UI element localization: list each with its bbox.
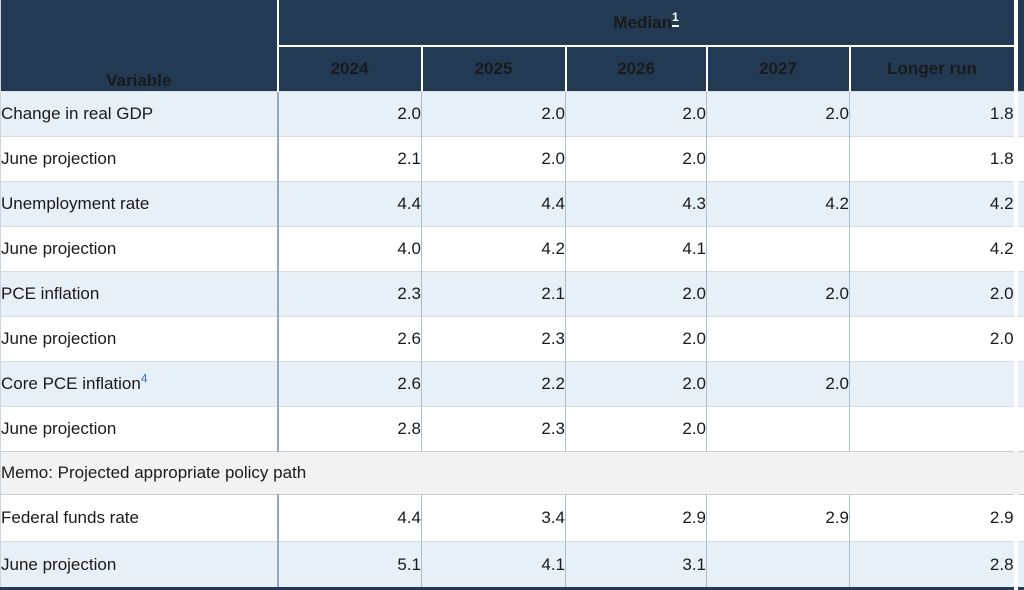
row-label: Federal funds rate bbox=[0, 494, 278, 542]
row-label: June projection bbox=[0, 316, 278, 362]
cell-value: 4.2 bbox=[421, 226, 566, 272]
cell-value: 2.0 bbox=[276, 91, 422, 137]
cell-value: 1.8 bbox=[848, 91, 1016, 137]
cell-value: 4.2 bbox=[848, 181, 1016, 227]
next-section-edge bbox=[1013, 91, 1024, 137]
cell-value: 4.2 bbox=[706, 181, 850, 227]
cell-value: 2.0 bbox=[421, 91, 566, 137]
next-section-edge bbox=[1013, 494, 1024, 542]
table-row: Core PCE inflation4 2.6 2.2 2.0 2.0 bbox=[0, 361, 1024, 407]
row-label: PCE inflation bbox=[0, 271, 278, 317]
cell-value: 4.4 bbox=[421, 181, 566, 227]
table-row: Unemployment rate 4.4 4.4 4.3 4.2 4.2 bbox=[0, 181, 1024, 227]
cell-value: 2.9 bbox=[565, 494, 707, 542]
cell-value: 2.0 bbox=[565, 361, 707, 407]
cell-value: 2.9 bbox=[848, 494, 1016, 542]
cell-value: 2.6 bbox=[276, 361, 422, 407]
cell-value: 2.0 bbox=[706, 361, 850, 407]
cell-value: 3.1 bbox=[565, 541, 707, 589]
cell-value: 4.2 bbox=[848, 226, 1016, 272]
median-label: Median bbox=[613, 12, 672, 32]
variable-column-header: Variable bbox=[0, 0, 279, 92]
cell-value: 2.9 bbox=[706, 494, 850, 542]
cell-value: 2.1 bbox=[276, 136, 422, 182]
row-label: Change in real GDP bbox=[0, 91, 278, 137]
footnote-4-link[interactable]: 4 bbox=[140, 371, 148, 386]
cell-value bbox=[706, 136, 850, 182]
median-group-header: Median1 bbox=[277, 0, 1016, 47]
cell-value: 2.0 bbox=[706, 271, 850, 317]
table-row: June projection 4.0 4.2 4.1 4.2 bbox=[0, 226, 1024, 272]
row-label: June projection bbox=[0, 406, 278, 452]
cell-value: 2.0 bbox=[565, 271, 707, 317]
cell-value: 4.4 bbox=[276, 181, 422, 227]
group-header-row: Variable Median1 bbox=[0, 0, 1024, 92]
cell-value: 4.1 bbox=[565, 226, 707, 272]
cell-value: 2.0 bbox=[565, 91, 707, 137]
cell-value bbox=[706, 316, 850, 362]
column-header-2026: 2026 bbox=[564, 46, 707, 92]
table-row: June projection 2.6 2.3 2.0 2.0 bbox=[0, 316, 1024, 362]
cell-value: 2.0 bbox=[565, 316, 707, 362]
next-section-edge bbox=[1013, 226, 1024, 272]
row-label: June projection bbox=[0, 541, 278, 589]
cell-value: 2.3 bbox=[421, 406, 566, 452]
row-label: June projection bbox=[0, 136, 278, 182]
row-label: Unemployment rate bbox=[0, 181, 278, 227]
next-section-edge bbox=[1013, 541, 1024, 589]
cell-value: 4.0 bbox=[276, 226, 422, 272]
cell-value bbox=[848, 361, 1016, 407]
table-row: Federal funds rate 4.4 3.4 2.9 2.9 2.9 bbox=[0, 494, 1024, 542]
cell-value: 4.3 bbox=[565, 181, 707, 227]
cell-value: 2.3 bbox=[421, 316, 566, 362]
cell-value: 4.4 bbox=[276, 494, 422, 542]
cell-value: 2.0 bbox=[565, 136, 707, 182]
cell-value: 2.0 bbox=[421, 136, 566, 182]
row-label: Core PCE inflation4 bbox=[0, 361, 278, 407]
cell-value: 2.0 bbox=[848, 271, 1016, 317]
year-header-row: 2024 2025 2026 2027 Longer run bbox=[1, 46, 1024, 92]
cell-value: 3.4 bbox=[421, 494, 566, 542]
cell-value bbox=[706, 541, 850, 589]
table-row: June projection 2.8 2.3 2.0 bbox=[0, 406, 1024, 452]
cell-value: 2.0 bbox=[565, 406, 707, 452]
next-section-edge bbox=[1013, 136, 1024, 182]
cell-value: 2.6 bbox=[276, 316, 422, 362]
next-section-edge bbox=[1013, 316, 1024, 362]
next-section-edge bbox=[1013, 406, 1024, 452]
table-row: June projection 2.1 2.0 2.0 1.8 bbox=[0, 136, 1024, 182]
cell-value: 2.0 bbox=[706, 91, 850, 137]
next-section-edge bbox=[1013, 0, 1024, 92]
memo-row: Memo: Projected appropriate policy path bbox=[0, 451, 1024, 495]
cell-value: 5.1 bbox=[276, 541, 422, 589]
cell-value: 4.1 bbox=[421, 541, 566, 589]
column-header-2025: 2025 bbox=[420, 46, 566, 92]
row-label: June projection bbox=[0, 226, 278, 272]
column-header-2024: 2024 bbox=[276, 46, 422, 92]
row-label-text: Core PCE inflation bbox=[1, 374, 141, 393]
table-row: Change in real GDP 2.0 2.0 2.0 2.0 1.8 bbox=[0, 91, 1024, 137]
cell-value: 1.8 bbox=[848, 136, 1016, 182]
column-header-longer-run: Longer run bbox=[848, 46, 1016, 92]
cell-value bbox=[706, 406, 850, 452]
column-header-2027: 2027 bbox=[705, 46, 850, 92]
table-row: June projection 5.1 4.1 3.1 2.8 bbox=[0, 541, 1024, 589]
memo-label: Memo: Projected appropriate policy path bbox=[0, 451, 1024, 495]
cell-value: 2.2 bbox=[421, 361, 566, 407]
cell-value: 2.1 bbox=[421, 271, 566, 317]
cell-value bbox=[706, 226, 850, 272]
table-row: PCE inflation 2.3 2.1 2.0 2.0 2.0 bbox=[0, 271, 1024, 317]
footnote-1-link[interactable]: 1 bbox=[671, 9, 679, 27]
next-section-edge bbox=[1013, 361, 1024, 407]
cell-value: 2.3 bbox=[276, 271, 422, 317]
cell-value: 2.8 bbox=[848, 541, 1016, 589]
next-section-edge bbox=[1013, 181, 1024, 227]
cell-value: 2.0 bbox=[848, 316, 1016, 362]
cell-value bbox=[848, 406, 1016, 452]
cell-value: 2.8 bbox=[276, 406, 422, 452]
next-section-edge bbox=[1013, 271, 1024, 317]
